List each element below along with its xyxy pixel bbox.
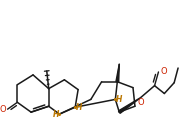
Polygon shape <box>118 97 141 113</box>
Text: O: O <box>138 98 144 107</box>
Text: H: H <box>52 110 59 119</box>
Text: O: O <box>160 67 167 76</box>
Polygon shape <box>116 64 119 82</box>
Text: H: H <box>76 103 82 112</box>
Text: H: H <box>116 95 122 104</box>
Text: O: O <box>0 105 6 114</box>
